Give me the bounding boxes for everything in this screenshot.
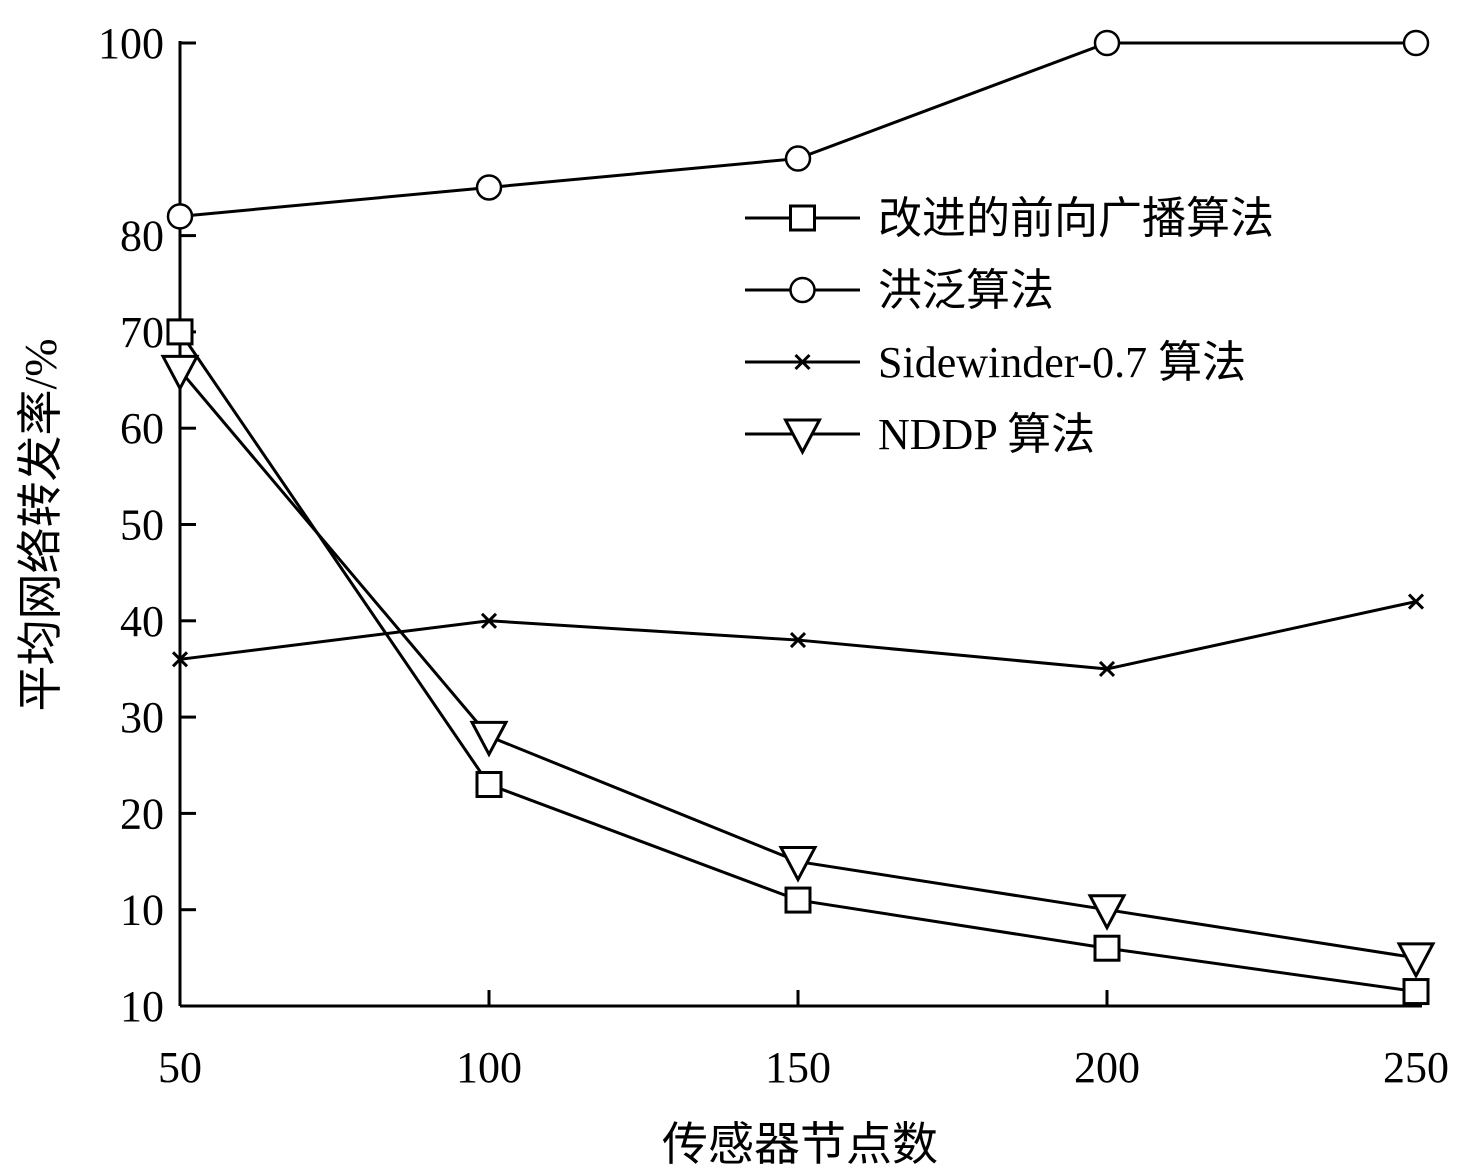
- data-point: [480, 612, 498, 629]
- x-tick-label: 150: [765, 1043, 831, 1092]
- data-point: [1402, 29, 1430, 57]
- x-tick-label: 200: [1074, 1043, 1140, 1092]
- ticks: 50 100 150 200 250 10 10 20 30 40 50 60 70 80 100: [98, 19, 1449, 1092]
- legend-marker: [789, 204, 816, 232]
- data-point: [784, 145, 812, 172]
- y-tick-label: 30: [120, 693, 164, 742]
- legend-item: 改进的前向广播算法: [745, 194, 1274, 243]
- series-line: [179, 600, 1417, 671]
- x-tick-label: 250: [1383, 1043, 1449, 1092]
- legend-marker: [783, 418, 822, 456]
- legend-item: NDDP 算法: [745, 410, 1095, 459]
- data-point: [475, 174, 503, 201]
- data-point: [475, 771, 503, 799]
- data-point: [1087, 894, 1127, 931]
- y-tick-label: 10: [120, 886, 164, 935]
- data-point: [469, 720, 509, 758]
- legend-label: Sidewinder-0.7 算法: [878, 338, 1246, 387]
- y-tick-label: 70: [120, 308, 164, 357]
- y-tick-label: 60: [120, 404, 164, 453]
- y-tick-label: 10: [120, 982, 164, 1031]
- data-point: [166, 203, 194, 230]
- data-point: [778, 846, 818, 883]
- x-tick-label: 50: [158, 1043, 202, 1092]
- data-point: [1093, 29, 1121, 57]
- y-tick-label: 50: [120, 501, 164, 550]
- x-tick-label: 100: [456, 1043, 522, 1092]
- series-layer: [160, 29, 1436, 1006]
- legend-marker: [794, 353, 811, 371]
- y-axis-title: 平均网络转发率/%: [15, 338, 66, 711]
- data-point: [1093, 934, 1121, 962]
- y-tick-label: 40: [120, 597, 164, 646]
- series-1: [166, 29, 1430, 230]
- series-3: [160, 354, 1436, 980]
- legend-item: Sidewinder-0.7 算法: [745, 338, 1246, 387]
- legend-marker: [789, 276, 816, 304]
- data-point: [166, 318, 194, 346]
- legend-label: NDDP 算法: [878, 410, 1095, 459]
- legend-item: 洪泛算法: [745, 266, 1054, 315]
- data-point: [1098, 660, 1116, 678]
- series-2: [171, 593, 1425, 678]
- y-tick-label: 20: [120, 789, 164, 838]
- data-point: [1407, 593, 1425, 610]
- data-point: [789, 631, 807, 649]
- data-point: [784, 886, 812, 914]
- legend-label: 洪泛算法: [878, 266, 1054, 315]
- data-point: [1396, 942, 1436, 980]
- data-point: [171, 651, 189, 668]
- y-tick-label: 100: [98, 19, 164, 68]
- legend-label: 改进的前向广播算法: [878, 194, 1274, 243]
- data-point: [1402, 978, 1430, 1006]
- x-axis-title: 传感器节点数: [662, 1119, 938, 1170]
- series-line: [179, 41, 1416, 218]
- data-point: [160, 354, 200, 392]
- y-tick-label: 80: [120, 212, 164, 261]
